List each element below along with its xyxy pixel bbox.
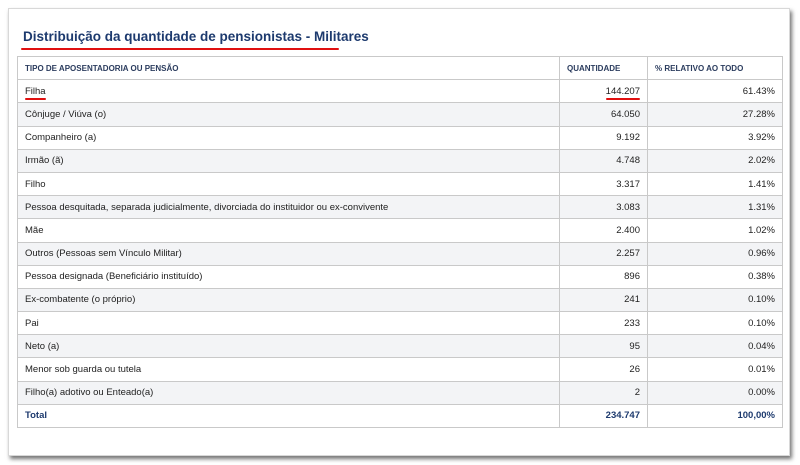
- cell-quantidade: 241: [559, 287, 648, 313]
- cell-tipo: Pai: [17, 311, 560, 336]
- cell-percent: 0.04%: [647, 334, 783, 359]
- cell-percent: 0.00%: [647, 380, 783, 405]
- cell-quantidade-text: 144.207: [605, 85, 640, 97]
- cell-quantidade: 9.192: [559, 125, 648, 150]
- cell-quantidade: 3.317: [559, 171, 648, 197]
- cell-quantidade: 144.207: [559, 79, 648, 104]
- table-row: Cônjuge / Viúva (o) 64.050 27.28%: [17, 102, 783, 127]
- highlight-wrap: Filha: [25, 85, 46, 100]
- header-tipo: TIPO DE APOSENTADORIA OU PENSÃO: [17, 55, 560, 81]
- cell-percent: 3.92%: [647, 125, 783, 150]
- cell-percent: 0.10%: [647, 287, 783, 313]
- cell-tipo: Pessoa designada (Beneficiário instituíd…: [17, 264, 560, 289]
- cell-percent: 1.41%: [647, 171, 783, 197]
- table-row: Irmão (ã) 4.748 2.02%: [17, 148, 783, 173]
- cell-tipo: Mãe: [17, 218, 560, 243]
- table-total-row: Total 234.747 100,00%: [17, 403, 783, 429]
- cell-tipo: Menor sob guarda ou tutela: [17, 357, 560, 382]
- cell-quantidade: 2: [559, 380, 648, 405]
- table-body: Filha 144.207 61.43% Cônjuge / Viúva (o) 64.…: [17, 79, 783, 429]
- cell-percent: 27.28%: [647, 102, 783, 127]
- cell-percent: 2.02%: [647, 148, 783, 173]
- table-row: Filho 3.317 1.41%: [17, 171, 783, 197]
- title-red-underline: [21, 48, 339, 50]
- table-row: Pessoa designada (Beneficiário instituíd…: [17, 264, 783, 289]
- cell-tipo: Companheiro (a): [17, 125, 560, 150]
- table-header-row: TIPO DE APOSENTADORIA OU PENSÃO QUANTIDA…: [17, 55, 783, 81]
- cell-quantidade: 64.050: [559, 102, 648, 127]
- cell-quantidade: 95: [559, 334, 648, 359]
- cell-tipo: Outros (Pessoas sem Vínculo Militar): [17, 241, 560, 266]
- table-row: Neto (a) 95 0.04%: [17, 334, 783, 359]
- cell-quantidade: 2.400: [559, 218, 648, 243]
- table-row: Ex-combatente (o próprio) 241 0.10%: [17, 287, 783, 313]
- cell-quantidade: 896: [559, 264, 648, 289]
- header-quantidade: QUANTIDADE: [559, 55, 648, 81]
- table-row: Companheiro (a) 9.192 3.92%: [17, 125, 783, 150]
- cell-percent: 1.31%: [647, 195, 783, 220]
- table-row: Outros (Pessoas sem Vínculo Militar) 2.25…: [17, 241, 783, 266]
- cell-tipo: Filho: [17, 171, 560, 197]
- cell-tipo: Filho(a) adotivo ou Enteado(a): [17, 380, 560, 405]
- cell-percent: 61.43%: [647, 79, 783, 104]
- cell-tipo: Neto (a): [17, 334, 560, 359]
- red-underline-mark: [25, 97, 46, 100]
- page-title: Distribuição da quantidade de pensionist…: [23, 29, 369, 44]
- red-underline-mark: [605, 97, 640, 100]
- cell-quantidade: 26: [559, 357, 648, 382]
- cell-tipo: Irmão (ã): [17, 148, 560, 173]
- cell-tipo: Ex-combatente (o próprio): [17, 287, 560, 313]
- table-row: Mãe 2.400 1.02%: [17, 218, 783, 243]
- total-percent: 100,00%: [647, 403, 783, 429]
- highlight-wrap: 144.207: [605, 85, 640, 100]
- pensionistas-table: TIPO DE APOSENTADORIA OU PENSÃO QUANTIDA…: [17, 55, 783, 429]
- cell-percent: 0.96%: [647, 241, 783, 266]
- total-label: Total: [17, 403, 560, 429]
- total-quantidade: 234.747: [559, 403, 648, 429]
- table-row: Pessoa desquitada, separada judicialment…: [17, 195, 783, 220]
- cell-quantidade: 4.748: [559, 148, 648, 173]
- table-row: Filho(a) adotivo ou Enteado(a) 2 0.00%: [17, 380, 783, 405]
- cell-quantidade: 233: [559, 311, 648, 336]
- cell-quantidade: 3.083: [559, 195, 648, 220]
- cell-tipo: Filha: [17, 79, 560, 104]
- cell-tipo: Pessoa desquitada, separada judicialment…: [17, 195, 560, 220]
- table-row: Pai 233 0.10%: [17, 311, 783, 336]
- cell-percent: 0.10%: [647, 311, 783, 336]
- header-percent: % RELATIVO AO TODO: [647, 55, 783, 81]
- cell-percent: 0.01%: [647, 357, 783, 382]
- table-row: Filha 144.207 61.43%: [17, 79, 783, 104]
- cell-tipo: Cônjuge / Viúva (o): [17, 102, 560, 127]
- cell-quantidade: 2.257: [559, 241, 648, 266]
- table-row: Menor sob guarda ou tutela 26 0.01%: [17, 357, 783, 382]
- cell-tipo-text: Filha: [25, 85, 46, 97]
- cell-percent: 0.38%: [647, 264, 783, 289]
- cell-percent: 1.02%: [647, 218, 783, 243]
